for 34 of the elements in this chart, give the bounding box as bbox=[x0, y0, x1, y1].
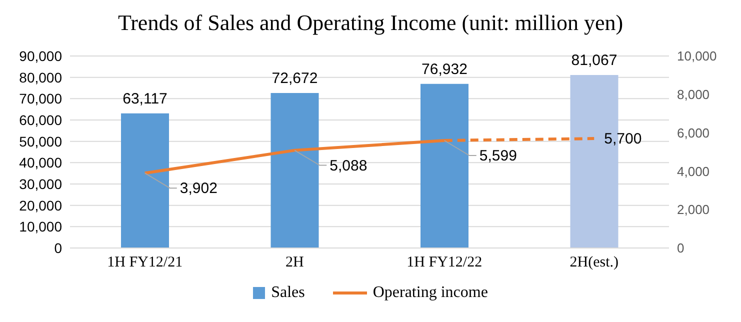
y-tick-label: 0 bbox=[54, 240, 62, 256]
data-label: 3,902 bbox=[180, 180, 218, 198]
y2-tick-label: 8,000 bbox=[677, 87, 710, 102]
x-tick-label: 2H bbox=[285, 254, 304, 271]
bar bbox=[121, 113, 169, 248]
data-label: 81,067 bbox=[571, 52, 618, 70]
data-label: 5,599 bbox=[479, 148, 517, 164]
y-tick-label: 60,000 bbox=[19, 112, 62, 128]
data-label: 63,117 bbox=[122, 90, 168, 108]
legend-label: Sales bbox=[270, 284, 305, 302]
y-tick-label: 80,000 bbox=[19, 69, 62, 86]
bar bbox=[420, 84, 468, 248]
legend-label: Operating income bbox=[372, 284, 488, 302]
data-label: 76,932 bbox=[422, 60, 468, 78]
y2-tick-label: 6,000 bbox=[677, 125, 710, 140]
y-tick-label: 70,000 bbox=[19, 90, 62, 107]
y-tick-label: 10,000 bbox=[19, 218, 62, 235]
bar bbox=[270, 92, 319, 248]
y-tick-label: 30,000 bbox=[19, 176, 62, 192]
y2-tick-label: 2,000 bbox=[677, 202, 710, 218]
y-tick-label: 90,000 bbox=[19, 48, 62, 64]
y2-tick-label: 0 bbox=[677, 240, 684, 256]
x-tick-label: 2H(est.) bbox=[570, 254, 618, 271]
chart-title: Trends of Sales and Operating Income (unit: million yen) bbox=[116, 10, 624, 37]
x-tick-label: 1H FY12/22 bbox=[406, 254, 482, 271]
y-tick-label: 20,000 bbox=[19, 197, 62, 214]
data-label: 5,700 bbox=[604, 130, 642, 148]
y2-tick-label: 4,000 bbox=[677, 164, 710, 179]
y2-tick-label: 10,000 bbox=[677, 48, 717, 64]
data-label: 5,088 bbox=[330, 157, 368, 174]
x-tick-label: 1H FY12/21 bbox=[107, 254, 183, 271]
y-tick-label: 50,000 bbox=[19, 133, 62, 150]
y-tick-label: 40,000 bbox=[19, 154, 62, 171]
data-label: 72,672 bbox=[272, 70, 318, 87]
